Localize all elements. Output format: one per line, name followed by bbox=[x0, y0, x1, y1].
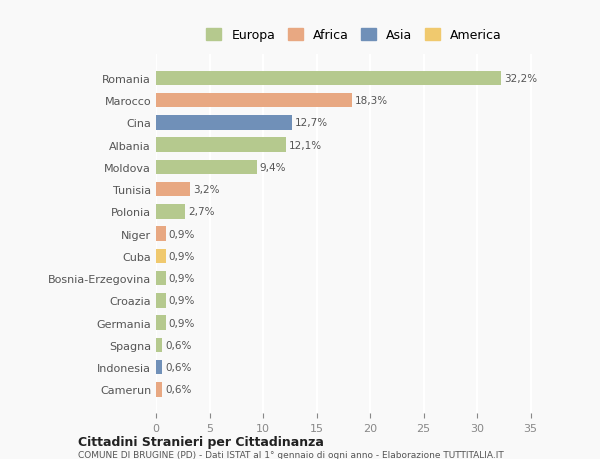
Text: 9,4%: 9,4% bbox=[260, 162, 286, 173]
Bar bbox=[156, 160, 257, 175]
Text: 0,6%: 0,6% bbox=[166, 385, 192, 395]
Text: 2,7%: 2,7% bbox=[188, 207, 215, 217]
Bar bbox=[156, 227, 166, 241]
Text: 12,1%: 12,1% bbox=[289, 140, 322, 150]
Bar bbox=[156, 249, 166, 263]
Bar bbox=[156, 271, 166, 286]
Text: Cittadini Stranieri per Cittadinanza: Cittadini Stranieri per Cittadinanza bbox=[78, 435, 324, 448]
Bar bbox=[156, 116, 292, 130]
Bar bbox=[156, 94, 352, 108]
Text: 12,7%: 12,7% bbox=[295, 118, 328, 128]
Bar bbox=[156, 360, 163, 375]
Bar bbox=[156, 182, 190, 197]
Text: 0,6%: 0,6% bbox=[166, 340, 192, 350]
Bar bbox=[156, 382, 163, 397]
Text: 32,2%: 32,2% bbox=[504, 73, 537, 84]
Text: 3,2%: 3,2% bbox=[193, 185, 220, 195]
Text: 0,9%: 0,9% bbox=[169, 296, 195, 306]
Text: 0,6%: 0,6% bbox=[166, 363, 192, 372]
Text: 18,3%: 18,3% bbox=[355, 96, 388, 106]
Bar bbox=[156, 338, 163, 353]
Bar bbox=[156, 71, 500, 86]
Bar bbox=[156, 316, 166, 330]
Legend: Europa, Africa, Asia, America: Europa, Africa, Asia, America bbox=[203, 26, 505, 46]
Text: 0,9%: 0,9% bbox=[169, 274, 195, 284]
Text: 0,9%: 0,9% bbox=[169, 252, 195, 261]
Bar bbox=[156, 293, 166, 308]
Text: 0,9%: 0,9% bbox=[169, 229, 195, 239]
Text: 0,9%: 0,9% bbox=[169, 318, 195, 328]
Bar bbox=[156, 205, 185, 219]
Bar bbox=[156, 138, 286, 152]
Text: COMUNE DI BRUGINE (PD) - Dati ISTAT al 1° gennaio di ogni anno - Elaborazione TU: COMUNE DI BRUGINE (PD) - Dati ISTAT al 1… bbox=[78, 450, 504, 459]
